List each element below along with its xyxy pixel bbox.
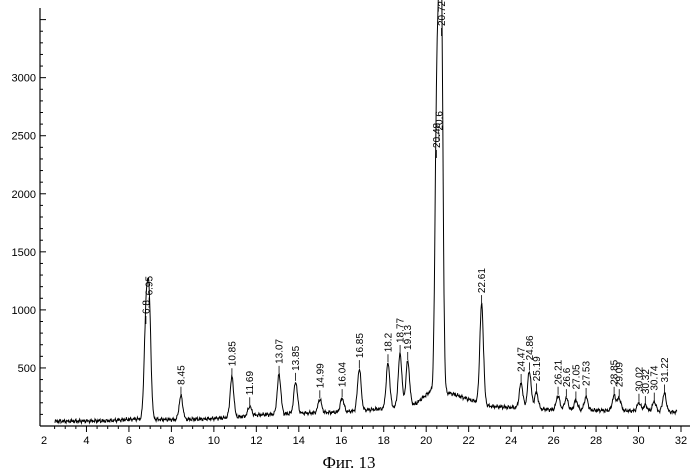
y-tick-label: 2000 xyxy=(12,189,36,201)
peak-label: 29.09 xyxy=(615,362,626,387)
peak-label: 25.19 xyxy=(532,356,543,381)
x-tick-label: 14 xyxy=(293,435,305,447)
diffraction-trace xyxy=(55,0,677,423)
y-tick-label: 2500 xyxy=(12,131,36,143)
peak-label: 16.04 xyxy=(338,362,349,387)
x-tick-label: 32 xyxy=(675,435,687,447)
peak-label: 18.2 xyxy=(383,332,394,352)
y-tick-label: 3000 xyxy=(12,73,36,85)
peak-label: 20.6 xyxy=(434,111,445,131)
x-tick-label: 8 xyxy=(168,435,174,447)
x-tick-label: 26 xyxy=(547,435,559,447)
y-tick-labels: 500 1000 1500 2000 2500 3000 xyxy=(12,73,36,375)
peak-label: 13.07 xyxy=(275,338,286,363)
x-tick-label: 10 xyxy=(208,435,220,447)
peak-label: 10.85 xyxy=(227,341,238,366)
peak-label: 8.45 xyxy=(176,365,187,385)
peak-label: 11.69 xyxy=(245,371,256,396)
y-tick-label: 500 xyxy=(18,363,36,375)
peak-label: 6.8 xyxy=(141,300,152,314)
peak-labels: 6.8 6.95 8.45 10.85 11.69 13.07 13.85 14.99 16.0… xyxy=(141,1,671,406)
x-tick-labels: 2468101214161820222426283032 xyxy=(41,435,687,447)
peak-label: 31.22 xyxy=(660,357,671,382)
peak-label: 13.85 xyxy=(291,345,302,370)
figure-caption: Фиг. 13 xyxy=(322,453,375,472)
x-tick-label: 22 xyxy=(463,435,475,447)
peak-label: 19.13 xyxy=(403,325,414,350)
peak-label: 6.95 xyxy=(145,276,156,296)
peak-label: 22.61 xyxy=(477,268,488,293)
x-tick-label: 24 xyxy=(505,435,517,447)
peak-label: 16.85 xyxy=(355,333,366,358)
x-tick-label: 12 xyxy=(250,435,262,447)
peak-label: 27.53 xyxy=(582,361,593,386)
x-tick-label: 16 xyxy=(335,435,347,447)
peak-label: 14.99 xyxy=(315,363,326,388)
x-tick-label: 30 xyxy=(632,435,644,447)
x-tick-label: 4 xyxy=(83,435,89,447)
x-tick-label: 18 xyxy=(378,435,390,447)
y-tick-label: 1500 xyxy=(12,247,36,259)
x-tick-label: 20 xyxy=(420,435,432,447)
y-tick-label: 1000 xyxy=(12,305,36,317)
x-tick-label: 6 xyxy=(126,435,132,447)
x-tick-label: 2 xyxy=(41,435,47,447)
x-tick-label: 28 xyxy=(590,435,602,447)
peak-label: 20.72 xyxy=(437,1,448,26)
